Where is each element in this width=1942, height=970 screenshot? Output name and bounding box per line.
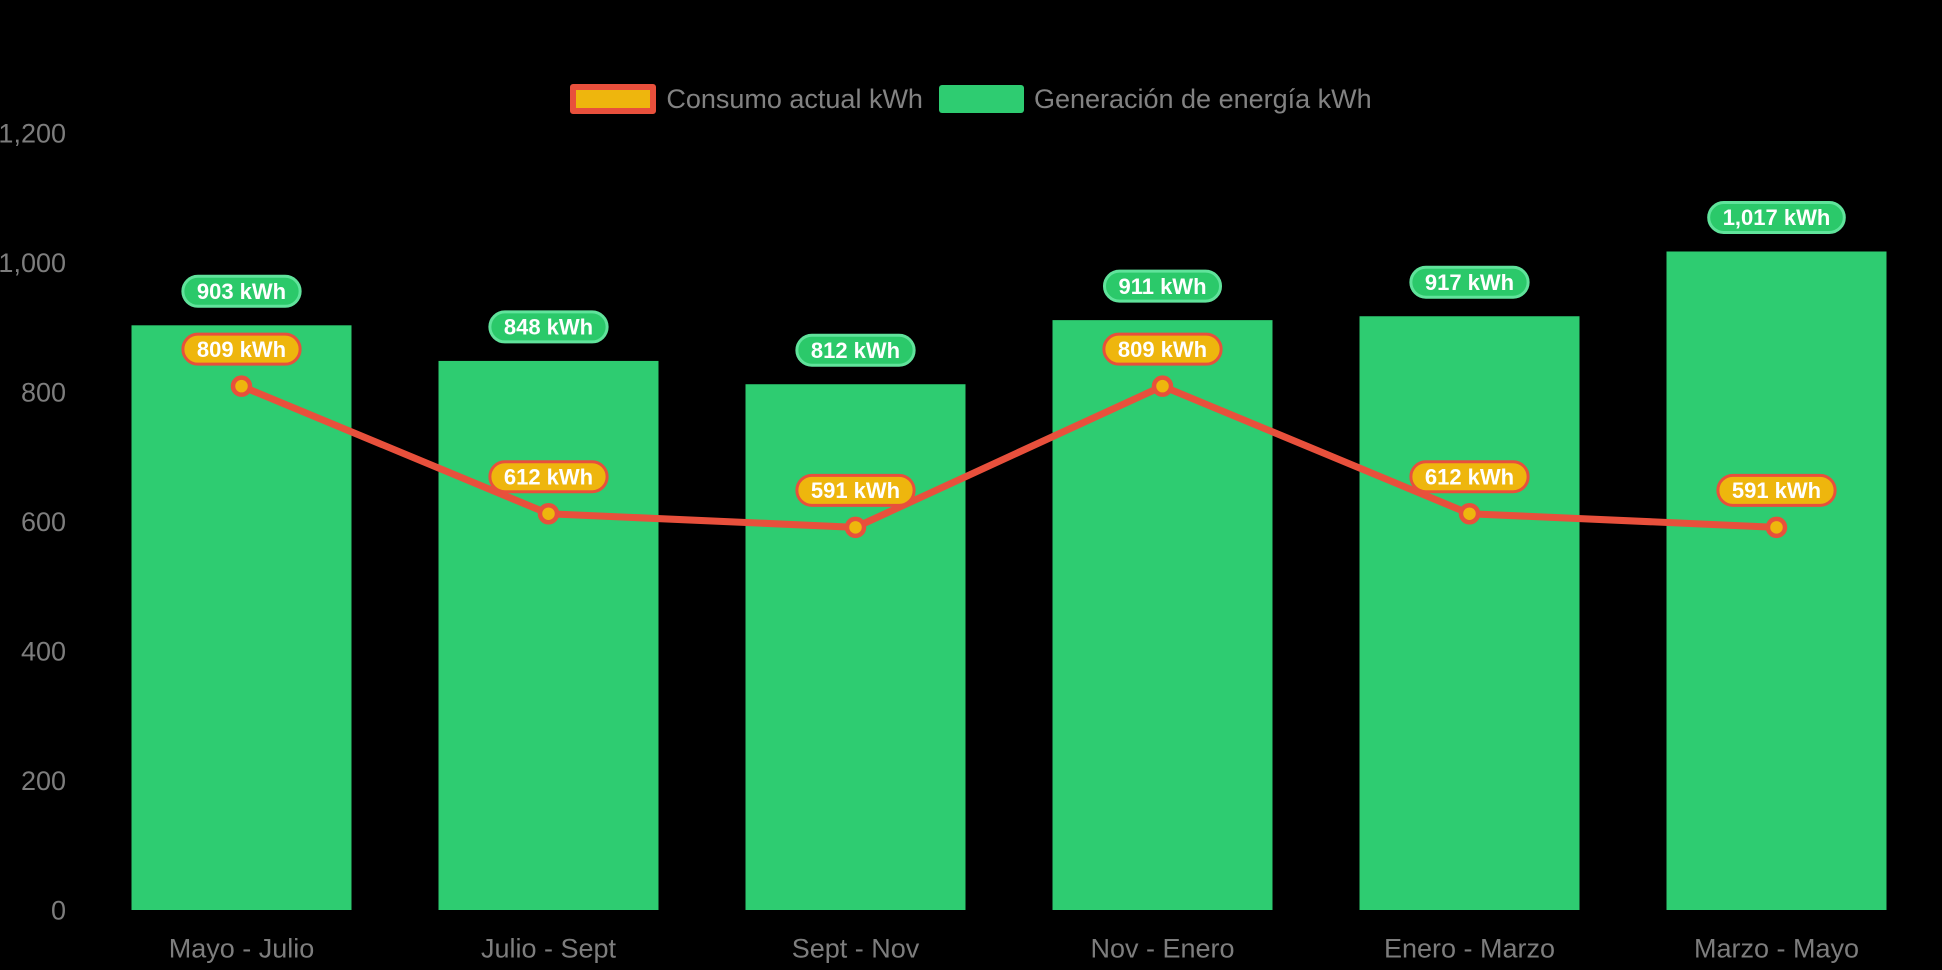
x-axis-label-nov-enero: Nov - Enero bbox=[1090, 933, 1234, 963]
x-axis-label-sept-nov: Sept - Nov bbox=[792, 933, 920, 963]
generacion-bar-swatch-icon bbox=[938, 85, 1024, 113]
svg-text:591 kWh: 591 kWh bbox=[1732, 478, 1821, 503]
legend-item-generacion-energia[interactable]: Generación de energía kWh bbox=[938, 84, 1372, 114]
line-point-julio-sept[interactable] bbox=[537, 502, 560, 525]
svg-text:903 kWh: 903 kWh bbox=[197, 279, 286, 304]
y-axis-tick-label: 200 bbox=[21, 766, 66, 796]
svg-text:1,017 kWh: 1,017 kWh bbox=[1723, 205, 1831, 230]
line-value-label-julio-sept: 612 kWh bbox=[488, 460, 609, 494]
x-axis: Mayo - Julio Julio - Sept Sept - Nov Nov - … bbox=[169, 933, 1859, 963]
bar-sept-nov[interactable] bbox=[745, 384, 966, 911]
consumo-line bbox=[238, 382, 1780, 531]
bar-enero-marzo[interactable] bbox=[1359, 316, 1580, 910]
legend-label-generacion: Generación de energía kWh bbox=[1033, 84, 1372, 114]
consumo-line-swatch-icon bbox=[570, 84, 657, 114]
line-value-label-enero-marzo: 612 kWh bbox=[1409, 460, 1530, 494]
bar-value-label-julio-sept: 848 kWh bbox=[488, 310, 609, 344]
bar-julio-sept[interactable] bbox=[438, 360, 659, 910]
line-value-label-nov-enero: 809 kWh bbox=[1102, 332, 1223, 366]
bar-nov-enero[interactable] bbox=[1052, 320, 1273, 910]
x-axis-label-marzo-mayo: Marzo - Mayo bbox=[1694, 933, 1859, 963]
bar-value-label-enero-marzo: 917 kWh bbox=[1409, 265, 1530, 299]
line-value-label-sept-nov: 591 kWh bbox=[795, 473, 916, 507]
svg-text:612 kWh: 612 kWh bbox=[1425, 464, 1514, 489]
line-point-mayo-julio[interactable] bbox=[230, 375, 253, 397]
bar-value-label-nov-enero: 911 kWh bbox=[1102, 269, 1223, 303]
line-point-nov-enero[interactable] bbox=[1151, 375, 1174, 397]
svg-text:911 kWh: 911 kWh bbox=[1118, 274, 1206, 299]
bar-series-generacion bbox=[131, 251, 1887, 911]
svg-text:848 kWh: 848 kWh bbox=[504, 315, 593, 340]
bar-value-label-mayo-julio: 903 kWh bbox=[181, 274, 302, 308]
x-axis-label-mayo-julio: Mayo - Julio bbox=[169, 933, 315, 963]
bar-value-label-marzo-mayo: 1,017 kWh bbox=[1707, 200, 1846, 234]
line-point-marzo-mayo[interactable] bbox=[1765, 516, 1788, 539]
svg-text:809 kWh: 809 kWh bbox=[197, 337, 286, 362]
bar-marzo-mayo[interactable] bbox=[1666, 251, 1887, 910]
y-axis-tick-label: 1,200 bbox=[0, 118, 66, 148]
svg-text:917 kWh: 917 kWh bbox=[1425, 270, 1514, 295]
svg-text:612 kWh: 612 kWh bbox=[504, 464, 593, 489]
bar-mayo-julio[interactable] bbox=[131, 325, 352, 910]
bar-value-label-sept-nov: 812 kWh bbox=[795, 333, 916, 367]
line-point-enero-marzo[interactable] bbox=[1458, 502, 1481, 525]
y-axis-tick-label: 800 bbox=[21, 377, 66, 407]
svg-text:812 kWh: 812 kWh bbox=[811, 338, 900, 363]
chart-legend: Consumo actual kWh Generación de energía… bbox=[0, 84, 1942, 114]
legend-item-consumo-actual[interactable]: Consumo actual kWh bbox=[570, 84, 923, 114]
y-axis-tick-label: 600 bbox=[21, 507, 66, 537]
y-axis: 0 200 400 600 800 1,000 1,200 bbox=[0, 118, 66, 925]
svg-text:809 kWh: 809 kWh bbox=[1118, 337, 1207, 362]
x-axis-label-julio-sept: Julio - Sept bbox=[481, 933, 617, 963]
svg-text:591 kWh: 591 kWh bbox=[811, 478, 900, 503]
legend-label-consumo: Consumo actual kWh bbox=[666, 84, 923, 114]
x-axis-label-enero-marzo: Enero - Marzo bbox=[1384, 933, 1555, 963]
y-axis-tick-label: 400 bbox=[21, 636, 66, 666]
y-axis-tick-label: 1,000 bbox=[0, 248, 66, 278]
y-axis-tick-label: 0 bbox=[51, 895, 66, 925]
line-value-label-mayo-julio: 809 kWh bbox=[181, 332, 302, 366]
line-point-sept-nov[interactable] bbox=[844, 516, 867, 539]
line-value-label-marzo-mayo: 591 kWh bbox=[1716, 473, 1837, 507]
